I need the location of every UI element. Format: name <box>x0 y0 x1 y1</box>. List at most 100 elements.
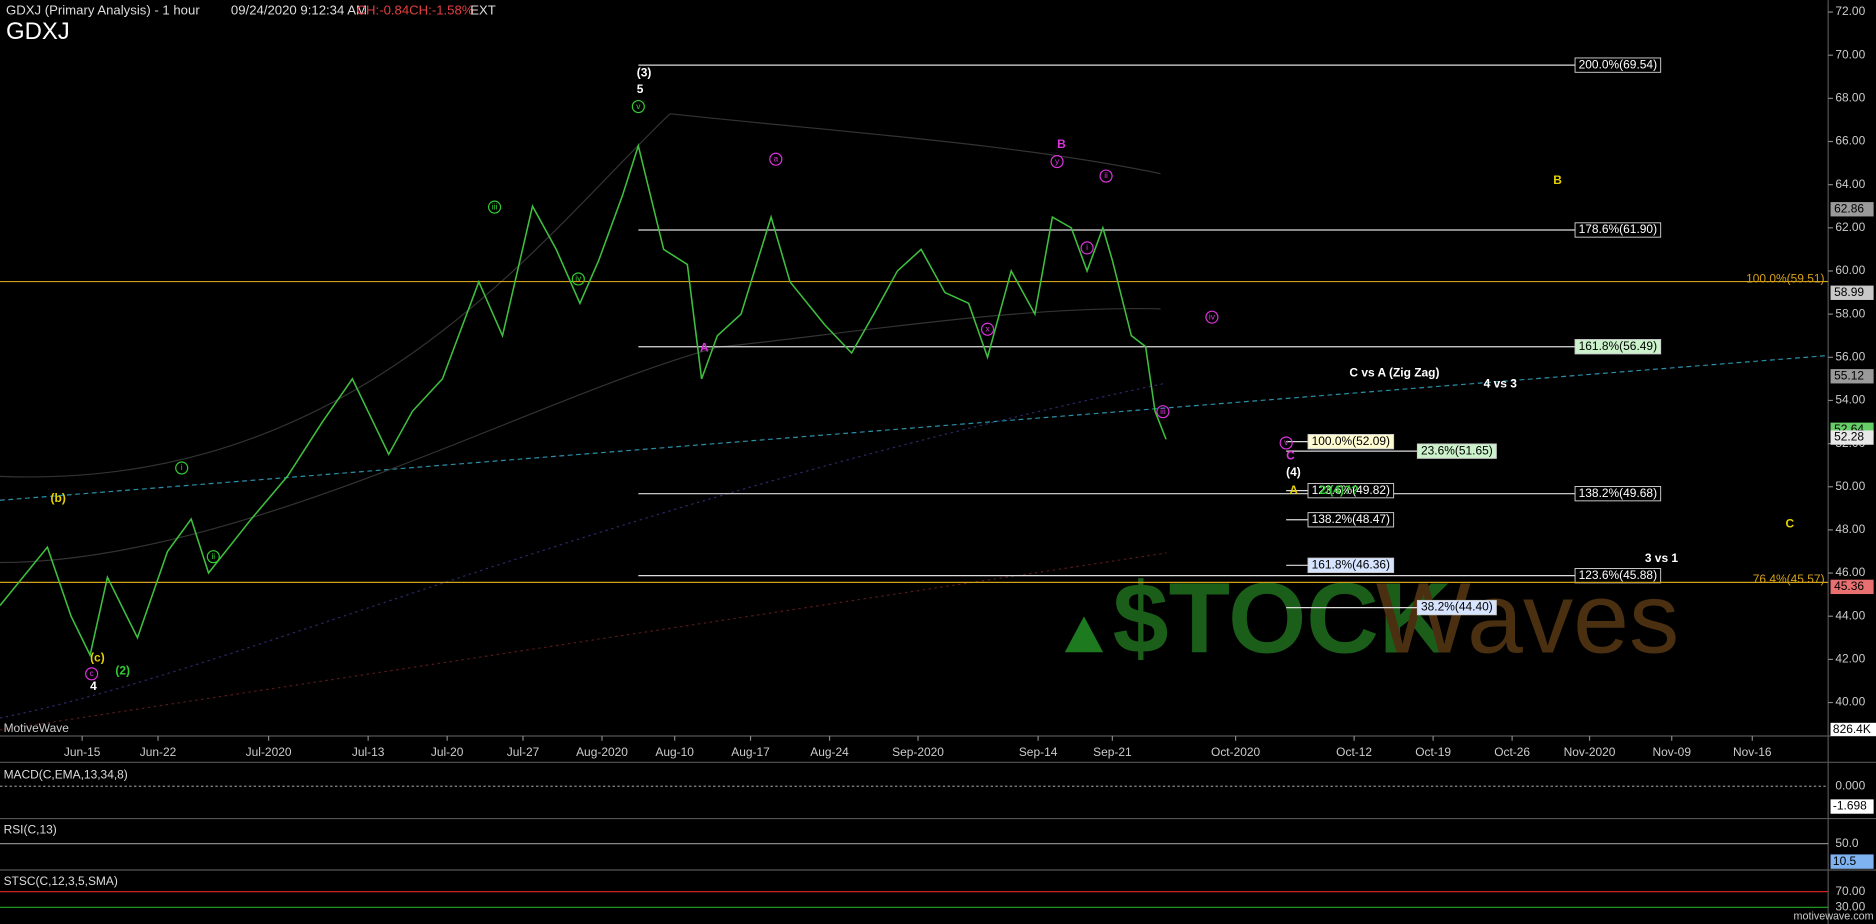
channel-line <box>0 113 1161 478</box>
indicator-badge-label: 10.5 <box>1833 854 1857 868</box>
wave-label: B <box>1553 173 1562 187</box>
wave-label: (3) <box>637 65 652 79</box>
level-label: 100.0%(52.09) <box>1312 434 1390 448</box>
wave-circle <box>980 322 995 336</box>
x-tick-label: Nov-16 <box>1733 745 1772 759</box>
wave-label: a <box>773 153 778 163</box>
indicator-badge <box>1830 854 1874 869</box>
level-label: 123.6%(49.82) <box>1312 483 1390 497</box>
y-tick-label: 72.00 <box>1835 4 1865 18</box>
y-tick-label: 64.00 <box>1835 177 1865 191</box>
level-label-box <box>1416 443 1497 459</box>
wave-circle <box>571 272 585 286</box>
wave-label: 5 <box>637 82 644 96</box>
level-label-box <box>1307 512 1395 528</box>
level-label: 38.2%(44.40) <box>1421 600 1493 614</box>
wave-label: iv <box>1209 311 1216 321</box>
y-tick-label: 54.00 <box>1835 393 1865 407</box>
indicator-title: RSI(C,13) <box>4 823 57 837</box>
level-label-box <box>1574 57 1662 73</box>
level-label-box <box>1574 486 1662 502</box>
volume-marker <box>1830 722 1876 736</box>
level-label-box <box>1574 222 1662 238</box>
wave-label: 3 vs 1 <box>1645 551 1679 565</box>
wave-circle <box>1050 155 1064 169</box>
x-tick-label: Oct-2020 <box>1211 745 1261 759</box>
price-marker <box>1830 430 1874 445</box>
change: CH:-0.84 <box>357 2 410 17</box>
level-label-box <box>1307 482 1395 499</box>
price-marker-label: 45.36 <box>1834 579 1864 593</box>
wave-circle <box>85 667 99 681</box>
wave-label: B <box>1057 137 1066 151</box>
y-tick-label: 66.00 <box>1835 134 1865 148</box>
price-marker <box>1830 285 1874 300</box>
x-tick-label: Jul-27 <box>507 745 540 759</box>
indicator-tick-label: 50.0 <box>1835 836 1859 850</box>
x-tick-label: Jun-15 <box>64 745 101 759</box>
footer: motivewave.com <box>1794 910 1874 922</box>
indicator-tick-label: 0.000 <box>1835 778 1865 792</box>
wave-label: 4 vs 3 <box>1484 376 1518 390</box>
price-marker-label: 58.99 <box>1834 285 1864 299</box>
volume-label: 826.4K <box>1833 722 1871 736</box>
x-tick-label: Jul-13 <box>352 745 385 759</box>
source-label: MotiveWave <box>4 721 70 735</box>
moving-average <box>0 382 1167 719</box>
y-tick-label: 60.00 <box>1835 263 1865 277</box>
chart-title: GDXJ (Primary Analysis) - 1 hour <box>6 2 200 17</box>
indicator-badge-label: -1.698 <box>1833 799 1867 813</box>
x-tick-label: Oct-26 <box>1494 745 1530 759</box>
wave-label: ii <box>1104 170 1108 180</box>
wave-circle <box>769 152 783 166</box>
wave-label: iii <box>1160 406 1166 416</box>
level-label: 138.2%(48.47) <box>1312 512 1390 526</box>
price-marker <box>1830 579 1874 595</box>
wave-label: (2) <box>115 664 130 678</box>
change-pct: CH:-1.58% <box>409 2 474 17</box>
price-marker <box>1830 369 1874 384</box>
wave-circle <box>1205 310 1219 324</box>
y-tick-label: 44.00 <box>1835 608 1865 622</box>
indicator-title: MACD(C,EMA,13,34,8) <box>4 768 128 782</box>
price-marker-label: 52.28 <box>1834 430 1864 444</box>
price-marker-label: 55.12 <box>1834 368 1864 382</box>
x-tick-label: Aug-24 <box>810 745 849 759</box>
y-tick-label: 68.00 <box>1835 91 1865 105</box>
watermark-icon <box>1064 616 1104 653</box>
price-marker <box>1830 202 1874 217</box>
wave-label: C <box>1286 448 1295 462</box>
level-label: 161.8%(46.36) <box>1312 557 1390 571</box>
wave-circle <box>1279 436 1293 450</box>
x-tick-label: Jul-20 <box>431 745 464 759</box>
price-marker-label: 62.86 <box>1834 201 1864 215</box>
wave-label: (b) <box>51 491 66 505</box>
level-label-box <box>1574 339 1662 355</box>
timestamp: 09/24/2020 9:12:34 AM <box>231 2 367 17</box>
wave-label: 2/(4)?? <box>1319 483 1358 497</box>
y-tick-label: 48.00 <box>1835 522 1865 536</box>
wave-circle <box>206 550 220 564</box>
price-line <box>0 142 1167 658</box>
wave-label: v <box>636 101 641 111</box>
y-tick-label: 62.00 <box>1835 220 1865 234</box>
level-label: 23.6%(51.65) <box>1421 443 1493 457</box>
level-label: 200.0%(69.54) <box>1579 57 1657 71</box>
x-tick-label: Jul-2020 <box>246 745 292 759</box>
y-tick-label: 70.00 <box>1835 47 1865 61</box>
wave-label: A <box>1289 483 1298 497</box>
wave-label: (c) <box>90 650 105 664</box>
level-label-box <box>1307 434 1395 450</box>
indicator-tick-label: 30.00 <box>1835 899 1865 913</box>
y-tick-label: 50.00 <box>1835 479 1865 493</box>
x-tick-label: Sep-2020 <box>892 745 944 759</box>
indicator-tick-label: 70.00 <box>1835 884 1865 898</box>
symbol: GDXJ <box>6 18 70 45</box>
wave-label: x <box>985 323 990 333</box>
wave-label: 4 <box>90 679 97 693</box>
level-label: 100.0%(59.51) <box>1746 271 1824 285</box>
wave-label: C vs A (Zig Zag) <box>1349 366 1439 380</box>
level-label: 123.6%(45.88) <box>1579 568 1657 582</box>
wave-label: C <box>1785 516 1794 530</box>
